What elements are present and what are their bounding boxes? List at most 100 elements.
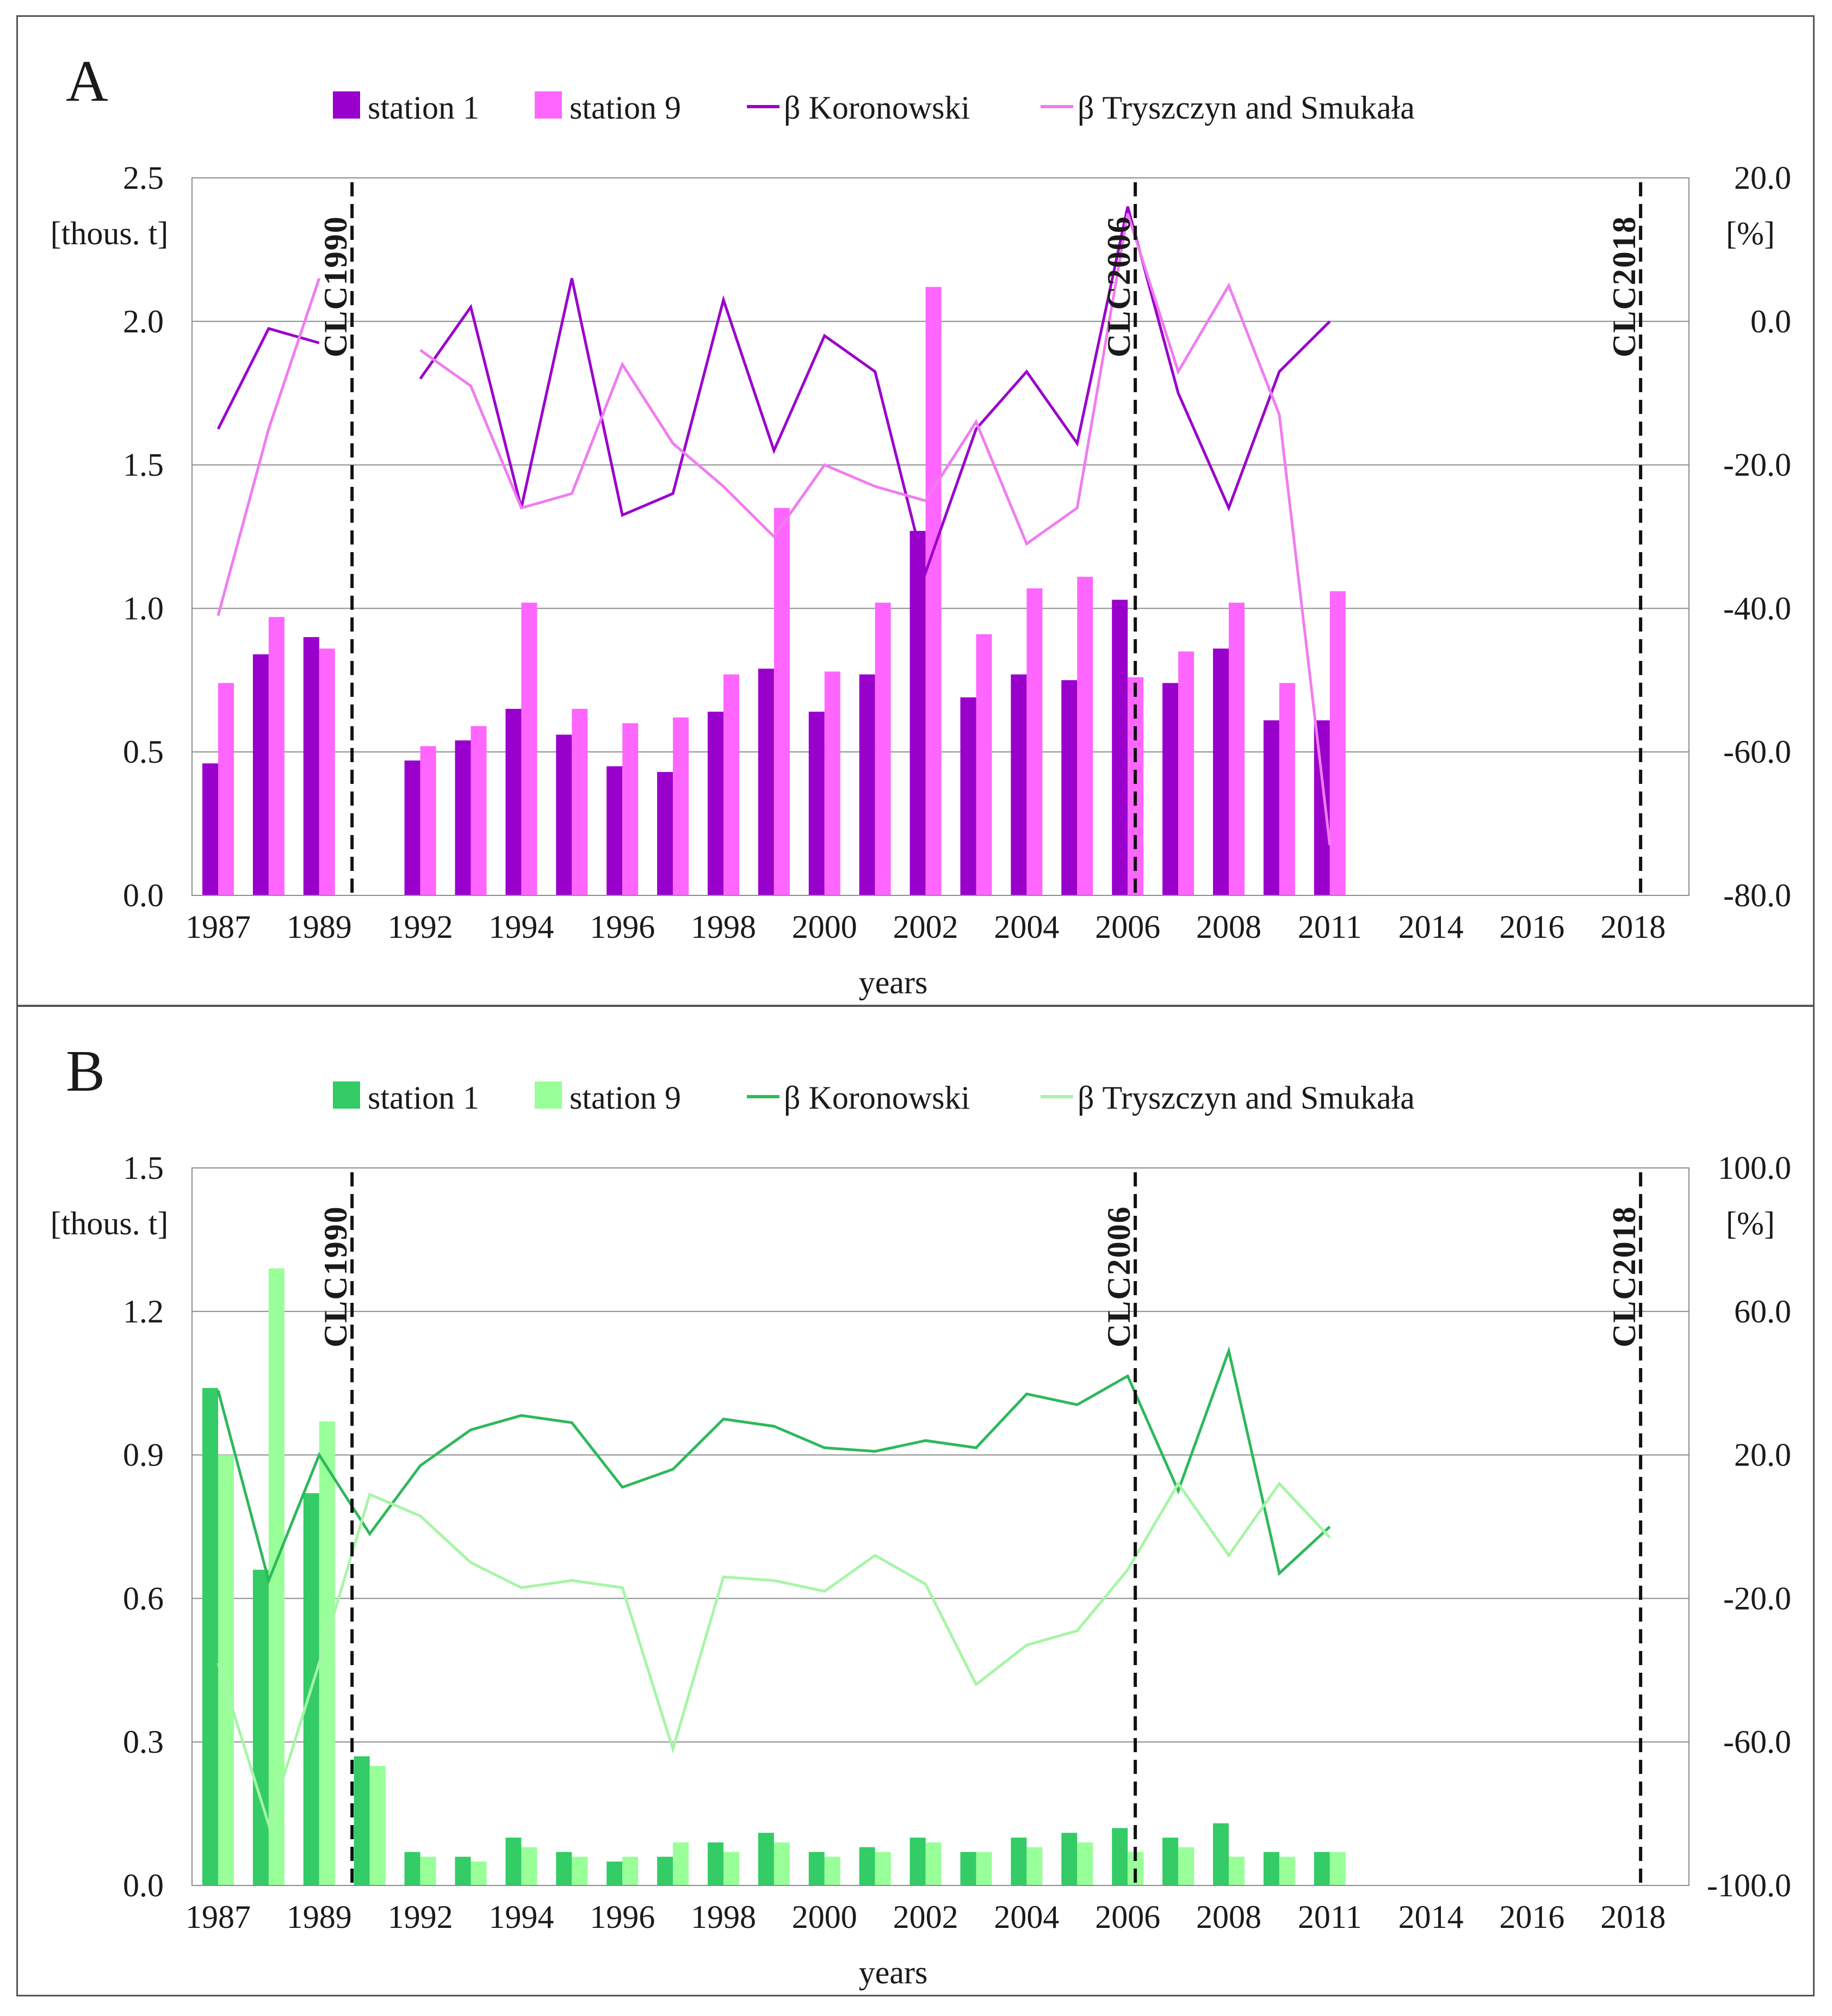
bar-station-1	[1162, 1838, 1179, 1885]
bar-station-1	[455, 740, 471, 895]
bar-station-1	[1061, 680, 1078, 895]
y-tick-right: -20.0	[1723, 447, 1791, 483]
y-axis-label-left: [thous. t]	[51, 215, 169, 251]
bar-station-9	[420, 746, 436, 895]
bar-station-9	[723, 674, 739, 895]
x-tick-label: 2014	[1398, 1899, 1464, 1935]
bar-station-9	[1026, 588, 1043, 895]
y-axis-label-right: [%]	[1726, 1205, 1775, 1241]
legend-swatch-station-9	[535, 91, 562, 119]
clc-marker-label: CLC1990	[318, 1205, 354, 1347]
y-tick-right: 60.0	[1734, 1294, 1791, 1329]
x-tick-label: 2006	[1095, 909, 1160, 945]
chart-panel-a: CLC1990 CLC2006 CLC2018 0.0 0.5 1.0 1.5 2.0 2.5 -…	[16, 15, 1815, 1006]
bar-station-1	[1011, 1838, 1027, 1885]
y-tick-left: 1.5	[123, 1150, 164, 1186]
plot-area-frame	[191, 1167, 1689, 1886]
legend-swatch-station-9	[535, 1081, 562, 1109]
x-tick-label: 2000	[792, 1899, 857, 1935]
x-tick-label: 1996	[590, 1899, 655, 1935]
bar-station-9	[471, 726, 487, 895]
x-tick-label: 2002	[893, 1899, 958, 1935]
bar-station-1	[960, 1852, 976, 1885]
bar-station-1	[252, 1569, 269, 1885]
bar-station-1	[303, 637, 319, 895]
chart-b-svg: CLC1990 CLC2006 CLC2018 0.0 0.3 0.6 0.9 1.2 1.5 -…	[51, 1039, 1791, 1990]
bar-station-9	[824, 1857, 840, 1885]
bar-station-1	[404, 760, 420, 895]
y-tick-left: 1.5	[123, 447, 164, 483]
chart-a-svg: CLC1990 CLC2006 CLC2018 0.0 0.5 1.0 1.5 2.0 2.5 -…	[51, 49, 1791, 1000]
bar-station-1	[1263, 1852, 1279, 1885]
x-tick-label: 1987	[185, 1899, 251, 1935]
legend-swatch-station-1	[333, 91, 360, 119]
bar-station-9	[673, 1842, 689, 1885]
bar-station-9	[1077, 1842, 1093, 1885]
x-tick-label: 1998	[691, 909, 756, 945]
x-tick-label: 2018	[1600, 1899, 1666, 1935]
bar-station-1	[1061, 1833, 1078, 1885]
bar-station-9	[369, 1766, 386, 1885]
legend-label-beta-koronowski: β Koronowski	[784, 90, 970, 126]
x-tick-label: 2004	[994, 1899, 1059, 1935]
bar-station-1	[202, 1388, 218, 1885]
x-tick-label: 2000	[792, 909, 857, 945]
clc-marker-label: CLC2006	[1101, 1205, 1137, 1347]
bar-station-1	[505, 709, 522, 895]
bar-station-1	[657, 1857, 673, 1885]
bar-station-9	[572, 709, 588, 895]
x-tick-label: 1989	[287, 909, 352, 945]
bar-station-9	[925, 287, 942, 895]
bar-station-1	[758, 1833, 774, 1885]
bar-station-1	[708, 1842, 723, 1885]
bar-station-1	[1263, 720, 1279, 895]
bar-station-9	[1026, 1847, 1043, 1885]
bar-station-9	[622, 723, 639, 895]
y-tick-left: 1.2	[123, 1294, 164, 1329]
y-tick-right: -80.0	[1723, 877, 1791, 913]
bar-station-1	[1314, 720, 1330, 895]
bar-station-1	[909, 1838, 926, 1885]
x-tick-label: 1992	[388, 1899, 453, 1935]
x-tick-label: 2011	[1298, 909, 1362, 945]
bar-station-9	[773, 508, 790, 895]
y-tick-left: 0.3	[123, 1724, 164, 1760]
bar-station-1	[556, 1852, 572, 1885]
legend-swatch-station-1	[333, 1081, 360, 1109]
bar-station-9	[1279, 683, 1295, 895]
legend-label-beta-koronowski: β Koronowski	[784, 1080, 970, 1116]
clc-marker-label: CLC1990	[318, 215, 354, 357]
panel-label: A	[66, 49, 108, 114]
x-tick-label: 2006	[1095, 1899, 1160, 1935]
x-tick-label: 2008	[1196, 909, 1261, 945]
bar-station-1	[1314, 1852, 1330, 1885]
y-tick-left: 2.0	[123, 304, 164, 339]
line-beta-tryszczyn-smukala	[419, 213, 1332, 845]
y-tick-right: 100.0	[1718, 1150, 1791, 1186]
y-tick-right: -60.0	[1723, 734, 1791, 770]
bar-station-1	[606, 766, 623, 895]
bar-station-9	[673, 717, 689, 895]
bar-station-9	[976, 634, 992, 895]
legend-label-beta-tryszczyn-smukala: β Tryszczyn and Smukała	[1078, 1080, 1415, 1116]
x-tick-label: 2016	[1499, 1899, 1564, 1935]
x-tick-label: 1992	[388, 909, 453, 945]
clc-marker-label: CLC2006	[1101, 215, 1137, 357]
bar-station-1	[202, 763, 218, 895]
bar-station-1	[505, 1838, 522, 1885]
bar-station-1	[708, 712, 723, 895]
bar-station-1	[606, 1862, 623, 1885]
bar-station-9	[471, 1862, 487, 1885]
x-tick-label: 1987	[185, 909, 251, 945]
bar-station-9	[723, 1852, 739, 1885]
bar-station-9	[1077, 577, 1093, 895]
legend-label-station-9: station 9	[570, 90, 681, 126]
bar-station-9	[268, 617, 284, 895]
bar-station-1	[1213, 648, 1229, 895]
bar-station-9	[1279, 1857, 1295, 1885]
y-tick-left: 1.0	[123, 590, 164, 626]
bar-station-1	[252, 654, 269, 895]
x-tick-label: 2018	[1600, 909, 1666, 945]
x-tick-label: 1994	[488, 909, 554, 945]
bar-station-1	[1112, 599, 1128, 895]
